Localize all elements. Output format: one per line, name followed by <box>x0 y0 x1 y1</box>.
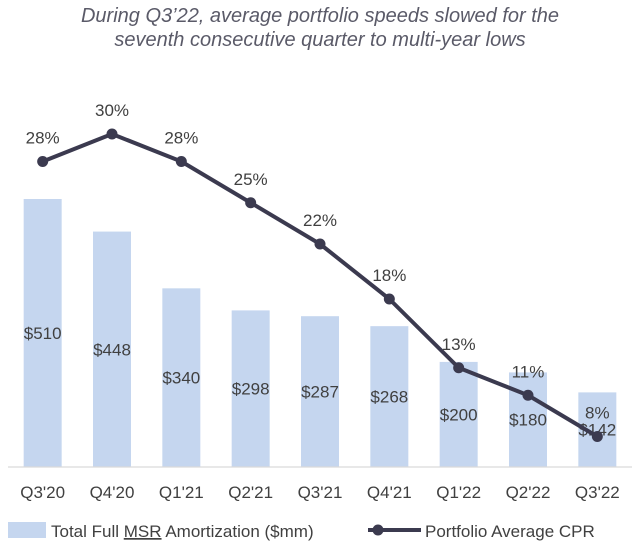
chart-title-line-1: During Q3’22, average portfolio speeds s… <box>80 5 560 27</box>
x-tick-label-0: Q3'20 <box>20 483 65 502</box>
bar-value-label-2: $340 <box>162 369 200 388</box>
x-tick-label-3: Q2'21 <box>228 483 273 502</box>
x-tick-label-4: Q3'21 <box>298 483 343 502</box>
cpr-point-2 <box>175 156 187 167</box>
x-tick-label-7: Q2'22 <box>506 483 551 502</box>
legend-line-label: Portfolio Average CPR <box>425 522 595 541</box>
cpr-point-label-8: 8% <box>585 404 610 423</box>
cpr-point-label-7: 11% <box>512 362 545 381</box>
cpr-point-5 <box>383 293 395 305</box>
cpr-point-label-3: 25% <box>234 170 268 189</box>
x-tick-label-1: Q4'20 <box>90 483 135 502</box>
bar-2 <box>162 288 201 467</box>
legend-bar-swatch <box>8 522 46 538</box>
x-tick-label-2: Q1'21 <box>159 483 204 502</box>
cpr-point-0 <box>37 156 49 167</box>
bar-value-label-4: $287 <box>301 383 339 402</box>
cpr-point-label-2: 28% <box>164 129 198 148</box>
cpr-point-4 <box>314 238 326 250</box>
bar-value-label-5: $268 <box>370 388 408 407</box>
bar-4 <box>301 316 339 467</box>
bar-value-label-1: $448 <box>93 340 131 359</box>
chart-title: During Q3’22, average portfolio speeds s… <box>0 4 640 52</box>
legend-bar-label: Total Full MSR Amortization ($mm) <box>51 522 314 541</box>
bar-value-label-7: $180 <box>509 411 547 430</box>
legend: Total Full MSR Amortization ($mm) Portfo… <box>8 522 595 541</box>
cpr-point-8 <box>591 431 603 442</box>
bar-3 <box>231 310 270 467</box>
x-tick-label-5: Q4'21 <box>367 483 412 502</box>
bar-value-labels: $510 $448 $340 $298 $287 $268 $200 $180 $142 <box>24 324 616 440</box>
x-axis-ticks: Q3'20 Q4'20 Q1'21 Q2'21 Q3'21 Q4'21 Q1'22 Q2'22… <box>20 483 620 502</box>
bar-6 <box>439 361 478 467</box>
bar-value-label-6: $200 <box>440 405 478 424</box>
bar-0 <box>23 199 62 467</box>
bar-value-label-3: $298 <box>232 380 270 399</box>
bar-1 <box>93 231 131 467</box>
line-series: 28% 30% 28% 25% 22% 18% 13% 11% 8% <box>26 101 610 442</box>
x-tick-label-8: Q3'22 <box>575 483 620 502</box>
cpr-point-1 <box>106 128 118 140</box>
cpr-point-6 <box>453 362 465 374</box>
bar-value-label-0: $510 <box>24 324 62 343</box>
legend-line-marker <box>372 524 384 536</box>
chart-title-line-2: seventh consecutive quarter to multi-yea… <box>114 29 526 51</box>
x-tick-label-6: Q1'22 <box>436 483 481 502</box>
cpr-point-label-0: 28% <box>26 129 60 148</box>
cpr-point-label-6: 13% <box>442 335 476 354</box>
cpr-point-7 <box>522 389 534 401</box>
cpr-point-label-1: 30% <box>95 101 129 120</box>
cpr-point-3 <box>245 197 257 209</box>
cpr-point-label-4: 22% <box>303 211 337 230</box>
bar-5 <box>370 326 409 467</box>
bar-value-label-8: $142 <box>578 421 616 440</box>
cpr-point-label-5: 18% <box>372 266 406 285</box>
